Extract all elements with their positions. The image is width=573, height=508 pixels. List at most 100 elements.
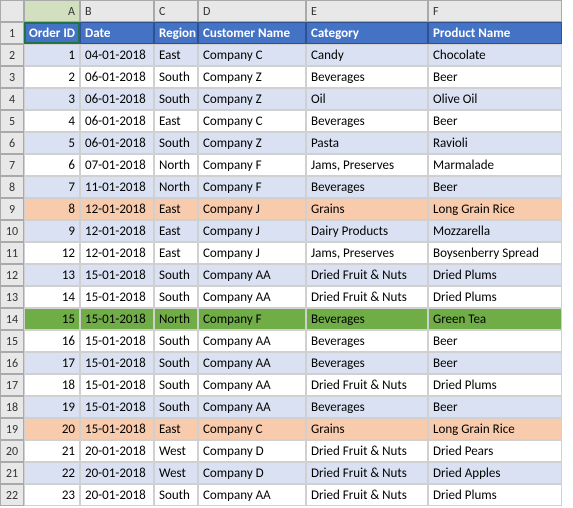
cell-C13[interactable]: South bbox=[154, 286, 198, 308]
cell-D16[interactable]: Company AA bbox=[198, 352, 306, 374]
cell-E4[interactable]: Oil bbox=[306, 88, 428, 110]
cell-E13[interactable]: Dried Fruit & Nuts bbox=[306, 286, 428, 308]
cell-E6[interactable]: Pasta bbox=[306, 132, 428, 154]
cell-A21[interactable]: 22 bbox=[24, 462, 80, 484]
cell-C17[interactable]: South bbox=[154, 374, 198, 396]
cell-F13[interactable]: Dried Plums bbox=[428, 286, 562, 308]
cell-E10[interactable]: Dairy Products bbox=[306, 220, 428, 242]
row-header-18[interactable]: 18 bbox=[0, 396, 24, 418]
cell-D10[interactable]: Company J bbox=[198, 220, 306, 242]
cell-B9[interactable]: 12-01-2018 bbox=[80, 198, 154, 220]
row-header-8[interactable]: 8 bbox=[0, 176, 24, 198]
cell-F17[interactable]: Dried Plums bbox=[428, 374, 562, 396]
cell-F20[interactable]: Dried Pears bbox=[428, 440, 562, 462]
cell-D9[interactable]: Company J bbox=[198, 198, 306, 220]
cell-A11[interactable]: 12 bbox=[24, 242, 80, 264]
cell-B22[interactable]: 20-01-2018 bbox=[80, 484, 154, 506]
cell-F3[interactable]: Beer bbox=[428, 66, 562, 88]
cell-C8[interactable]: North bbox=[154, 176, 198, 198]
cell-D11[interactable]: Company J bbox=[198, 242, 306, 264]
cell-C14[interactable]: North bbox=[154, 308, 198, 330]
cell-A4[interactable]: 3 bbox=[24, 88, 80, 110]
cell-D8[interactable]: Company F bbox=[198, 176, 306, 198]
cell-A5[interactable]: 4 bbox=[24, 110, 80, 132]
row-header-10[interactable]: 10 bbox=[0, 220, 24, 242]
cell-C6[interactable]: South bbox=[154, 132, 198, 154]
cell-F8[interactable]: Beer bbox=[428, 176, 562, 198]
row-header-19[interactable]: 19 bbox=[0, 418, 24, 440]
row-header-12[interactable]: 12 bbox=[0, 264, 24, 286]
cell-B17[interactable]: 15-01-2018 bbox=[80, 374, 154, 396]
header-category[interactable]: Category bbox=[306, 22, 428, 44]
cell-F5[interactable]: Beer bbox=[428, 110, 562, 132]
cell-E9[interactable]: Grains bbox=[306, 198, 428, 220]
cell-C4[interactable]: South bbox=[154, 88, 198, 110]
cell-C9[interactable]: East bbox=[154, 198, 198, 220]
cell-A7[interactable]: 6 bbox=[24, 154, 80, 176]
cell-E8[interactable]: Beverages bbox=[306, 176, 428, 198]
cell-F6[interactable]: Ravioli bbox=[428, 132, 562, 154]
cell-F7[interactable]: Marmalade bbox=[428, 154, 562, 176]
cell-B8[interactable]: 11-01-2018 bbox=[80, 176, 154, 198]
row-header-9[interactable]: 9 bbox=[0, 198, 24, 220]
cell-C3[interactable]: South bbox=[154, 66, 198, 88]
cell-F15[interactable]: Beer bbox=[428, 330, 562, 352]
cell-F9[interactable]: Long Grain Rice bbox=[428, 198, 562, 220]
cell-C19[interactable]: East bbox=[154, 418, 198, 440]
cell-C12[interactable]: South bbox=[154, 264, 198, 286]
cell-D14[interactable]: Company F bbox=[198, 308, 306, 330]
cell-E15[interactable]: Beverages bbox=[306, 330, 428, 352]
cell-E7[interactable]: Jams, Preserves bbox=[306, 154, 428, 176]
row-header-2[interactable]: 2 bbox=[0, 44, 24, 66]
cell-B7[interactable]: 07-01-2018 bbox=[80, 154, 154, 176]
cell-C2[interactable]: East bbox=[154, 44, 198, 66]
cell-F11[interactable]: Boysenberry Spread bbox=[428, 242, 562, 264]
cell-C7[interactable]: North bbox=[154, 154, 198, 176]
cell-B15[interactable]: 15-01-2018 bbox=[80, 330, 154, 352]
col-header-A[interactable]: A bbox=[24, 0, 80, 22]
cell-F2[interactable]: Chocolate bbox=[428, 44, 562, 66]
cell-D3[interactable]: Company Z bbox=[198, 66, 306, 88]
cell-D15[interactable]: Company AA bbox=[198, 330, 306, 352]
col-header-C[interactable]: C bbox=[154, 0, 198, 22]
cell-B14[interactable]: 15-01-2018 bbox=[80, 308, 154, 330]
cell-E22[interactable]: Dried Fruit & Nuts bbox=[306, 484, 428, 506]
cell-A12[interactable]: 13 bbox=[24, 264, 80, 286]
cell-A9[interactable]: 8 bbox=[24, 198, 80, 220]
cell-F4[interactable]: Olive Oil bbox=[428, 88, 562, 110]
col-header-B[interactable]: B bbox=[80, 0, 154, 22]
col-header-E[interactable]: E bbox=[306, 0, 428, 22]
cell-E16[interactable]: Beverages bbox=[306, 352, 428, 374]
cell-B3[interactable]: 06-01-2018 bbox=[80, 66, 154, 88]
cell-D2[interactable]: Company C bbox=[198, 44, 306, 66]
select-all-corner[interactable] bbox=[0, 0, 24, 22]
cell-A14[interactable]: 15 bbox=[24, 308, 80, 330]
header-order-id[interactable]: Order ID bbox=[24, 22, 80, 44]
cell-F19[interactable]: Long Grain Rice bbox=[428, 418, 562, 440]
cell-B20[interactable]: 20-01-2018 bbox=[80, 440, 154, 462]
row-header-1[interactable]: 1 bbox=[0, 22, 24, 44]
cell-B21[interactable]: 20-01-2018 bbox=[80, 462, 154, 484]
row-header-16[interactable]: 16 bbox=[0, 352, 24, 374]
row-header-21[interactable]: 21 bbox=[0, 462, 24, 484]
cell-E18[interactable]: Beverages bbox=[306, 396, 428, 418]
row-header-5[interactable]: 5 bbox=[0, 110, 24, 132]
row-header-20[interactable]: 20 bbox=[0, 440, 24, 462]
header-date[interactable]: Date bbox=[80, 22, 154, 44]
header-region[interactable]: Region bbox=[154, 22, 198, 44]
cell-D13[interactable]: Company AA bbox=[198, 286, 306, 308]
cell-E12[interactable]: Dried Fruit & Nuts bbox=[306, 264, 428, 286]
cell-C21[interactable]: West bbox=[154, 462, 198, 484]
cell-D17[interactable]: Company AA bbox=[198, 374, 306, 396]
row-header-14[interactable]: 14 bbox=[0, 308, 24, 330]
row-header-13[interactable]: 13 bbox=[0, 286, 24, 308]
cell-E5[interactable]: Beverages bbox=[306, 110, 428, 132]
cell-A18[interactable]: 19 bbox=[24, 396, 80, 418]
cell-D20[interactable]: Company D bbox=[198, 440, 306, 462]
row-header-15[interactable]: 15 bbox=[0, 330, 24, 352]
cell-F21[interactable]: Dried Apples bbox=[428, 462, 562, 484]
cell-B4[interactable]: 06-01-2018 bbox=[80, 88, 154, 110]
cell-A6[interactable]: 5 bbox=[24, 132, 80, 154]
header-customer-name[interactable]: Customer Name bbox=[198, 22, 306, 44]
cell-B18[interactable]: 15-01-2018 bbox=[80, 396, 154, 418]
